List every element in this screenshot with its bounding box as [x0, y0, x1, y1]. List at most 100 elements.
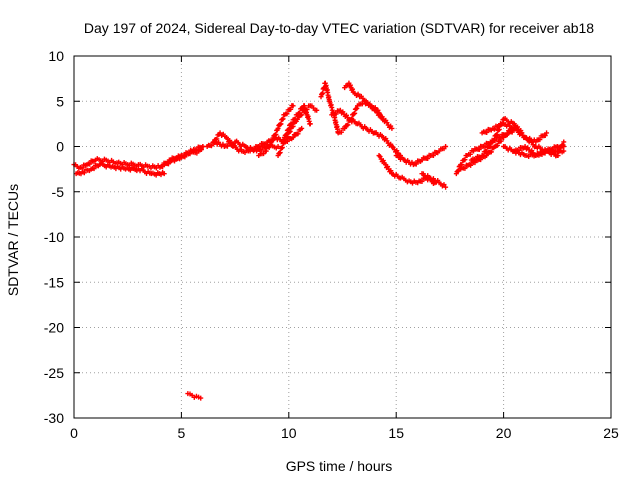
data-marker — [354, 105, 360, 111]
data-marker — [504, 132, 510, 138]
data-marker — [498, 138, 504, 144]
data-marker — [468, 162, 474, 168]
x-tick-label: 25 — [603, 425, 619, 441]
data-marker — [370, 105, 376, 111]
x-axis-label: GPS time / hours — [286, 458, 393, 474]
series-arc-8 — [282, 103, 313, 140]
data-point — [200, 144, 206, 149]
x-tick-label: 5 — [178, 425, 186, 441]
y-tick-label: 5 — [56, 93, 64, 109]
data-marker — [488, 143, 494, 149]
data-marker — [297, 110, 303, 116]
data-marker — [214, 136, 220, 142]
data-marker — [284, 111, 290, 117]
data-marker — [462, 157, 468, 163]
data-point — [342, 125, 348, 131]
data-marker — [480, 153, 486, 159]
data-marker — [542, 133, 548, 139]
series-arc-20 — [511, 143, 567, 159]
x-tick-label: 10 — [281, 425, 297, 441]
data-point — [443, 184, 449, 190]
data-marker — [496, 124, 502, 130]
data-marker — [338, 129, 344, 135]
data-point — [275, 125, 281, 131]
data-marker — [347, 82, 353, 88]
data-marker — [385, 164, 391, 170]
data-marker — [462, 165, 468, 171]
y-axis-label: SDTVAR / TECUs — [5, 184, 21, 296]
data-point — [299, 125, 305, 131]
chart-title: Day 197 of 2024, Sidereal Day-to-day VTE… — [84, 20, 594, 36]
data-marker — [81, 170, 87, 176]
data-marker — [172, 158, 178, 164]
data-point — [217, 130, 223, 136]
data-marker — [467, 151, 473, 157]
series-arc-18 — [479, 121, 550, 145]
y-tick-label: 10 — [48, 48, 64, 64]
data-marker — [345, 122, 351, 128]
series-outlier — [185, 391, 204, 401]
data-marker — [488, 149, 494, 155]
series-arc-6 — [256, 103, 296, 159]
data-marker — [266, 143, 272, 149]
data-point — [443, 144, 449, 149]
data-marker — [388, 168, 394, 174]
data-marker — [413, 161, 419, 167]
data-marker — [430, 153, 436, 159]
data-point — [522, 144, 528, 149]
data-marker — [333, 111, 339, 117]
series-arc-14 — [419, 171, 449, 190]
data-marker — [227, 137, 233, 143]
series-arc-5 — [204, 138, 281, 154]
data-marker — [419, 178, 425, 184]
data-marker — [91, 166, 97, 172]
data-marker — [166, 161, 172, 167]
data-marker — [491, 126, 497, 132]
data-marker — [320, 90, 326, 96]
data-point — [307, 121, 313, 127]
series-arc-10 — [329, 107, 403, 159]
data-point — [290, 103, 296, 109]
data-marker — [224, 143, 230, 149]
y-tick-label: 0 — [56, 139, 64, 155]
data-marker — [273, 131, 279, 137]
data-point — [389, 125, 395, 131]
data-point — [314, 107, 320, 113]
tick-labels: 0 5 10 15 20 25 10 5 0 -5 -10 -15 -20 -25 -30 — [44, 48, 619, 441]
data-marker — [483, 148, 489, 154]
data-marker — [87, 161, 93, 167]
data-point — [544, 130, 550, 136]
data-marker — [263, 148, 269, 154]
data-marker — [208, 143, 214, 149]
data-marker — [258, 147, 264, 153]
data-marker — [289, 121, 295, 127]
data-marker — [292, 116, 298, 122]
y-tick-label: -5 — [52, 184, 65, 200]
y-tick-label: -20 — [44, 320, 64, 336]
plot-data — [71, 80, 567, 401]
series-arc-3 — [161, 144, 206, 168]
data-marker — [286, 126, 292, 132]
data-marker — [494, 142, 500, 148]
data-marker — [377, 154, 383, 160]
grid — [74, 56, 611, 418]
data-marker — [491, 137, 497, 143]
series-arc-11 — [342, 80, 395, 131]
data-point — [290, 134, 296, 140]
x-tick-label: 20 — [496, 425, 512, 441]
data-marker — [516, 148, 522, 154]
data-point — [275, 144, 281, 149]
data-point — [561, 148, 567, 154]
data-point — [561, 139, 567, 145]
data-marker — [350, 86, 356, 92]
data-marker — [537, 137, 543, 143]
data-marker — [290, 123, 296, 129]
data-point — [198, 395, 204, 401]
data-marker — [198, 147, 204, 153]
y-tick-label: -15 — [44, 274, 64, 290]
data-marker — [476, 147, 482, 153]
data-marker — [425, 156, 431, 162]
data-marker — [277, 150, 283, 156]
data-marker — [355, 91, 361, 97]
